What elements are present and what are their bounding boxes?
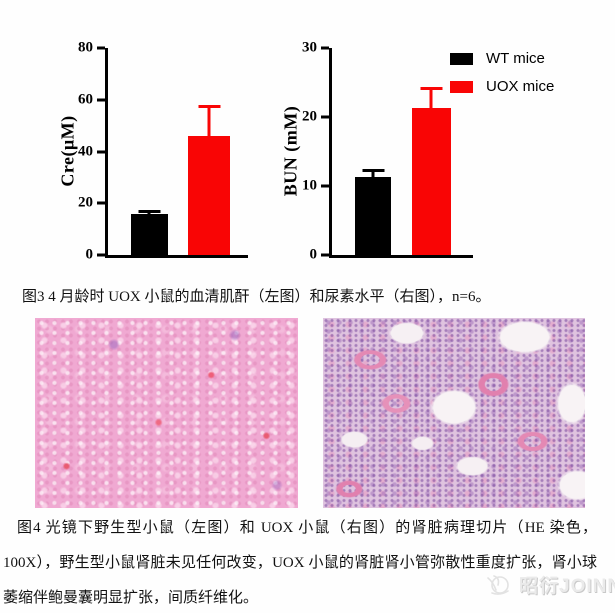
y-axis-tick-label: 40 — [78, 143, 93, 159]
y-axis-tick-label: 10 — [302, 177, 317, 194]
wt-legend-swatch — [450, 52, 473, 65]
y-axis-tick — [321, 184, 329, 188]
error-bar-wt-mice — [147, 209, 151, 214]
y-axis-tick — [321, 115, 329, 119]
y-axis-tick-label: 20 — [78, 194, 93, 211]
legend-row-wt: WT mice — [450, 50, 554, 67]
y-axis-tick — [321, 46, 329, 50]
wt-kidney-histology-image — [35, 318, 298, 508]
chart-legend: WT mice UOX mice — [450, 50, 555, 108]
wt-legend-label: WT mice — [486, 50, 545, 67]
joinn-watermark: 昭衍JOINN — [484, 571, 615, 598]
bun-bar-chart: 0 10 20 30 — [302, 40, 473, 262]
figure3-caption: 图3 4 月龄时 UOX 小鼠的血清肌酐（左图）和尿素水平（右图），n=6。 — [22, 289, 491, 305]
uox-legend-label: UOX mice — [486, 78, 555, 95]
error-bar-uox-mice — [429, 86, 433, 109]
legend-row-uox: UOX mice — [450, 78, 555, 95]
cre-bar-chart: 0 20 40 60 80 — [78, 40, 248, 262]
y-axis-tick — [321, 253, 329, 257]
y-axis-tick-label: 60 — [78, 91, 93, 108]
bar-wt-mice — [131, 213, 168, 255]
error-bar-uox-mice — [207, 104, 211, 136]
y-axis-tick-label: 0 — [85, 246, 94, 263]
joinn-logo-icon — [487, 574, 509, 595]
y-axis-tick-label: 80 — [78, 39, 93, 56]
y-axis-tick — [97, 253, 105, 257]
bun-axis-label: BUN (mM) — [280, 105, 301, 197]
cre-axis-label: Cre(μM) — [57, 115, 78, 187]
figure4-caption: 图4 光镜下野生型小鼠（左图）和 UOX 小鼠（右图）的肾脏病理切片（HE 染色… — [3, 520, 597, 606]
uox-kidney-histology-image — [323, 318, 585, 508]
uox-legend-swatch — [450, 80, 473, 93]
y-axis-tick-label: 30 — [302, 39, 317, 56]
y-axis-tick — [97, 201, 105, 205]
y-axis-tick — [97, 98, 105, 102]
bar-uox-mice — [188, 135, 230, 255]
bar-wt-mice — [355, 177, 391, 255]
y-axis-tick-label: 20 — [302, 108, 317, 125]
y-axis-tick — [97, 46, 105, 50]
bar-uox-mice — [412, 108, 451, 255]
y-axis-tick-label: 0 — [309, 246, 318, 263]
joinn-watermark-text: 昭衍JOINN — [519, 576, 615, 597]
error-bar-wt-mice — [371, 169, 375, 178]
y-axis-tick — [97, 150, 105, 153]
